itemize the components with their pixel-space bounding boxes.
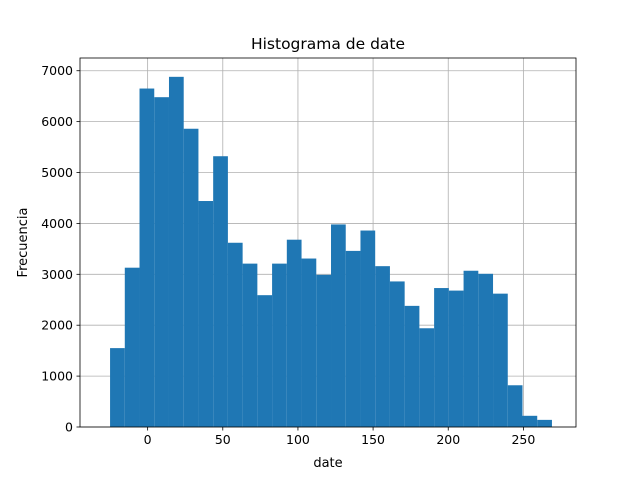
histogram-bar [493, 293, 508, 427]
histogram-bar [316, 274, 332, 427]
histogram-bar [419, 328, 435, 427]
x-tick-label: 0 [144, 432, 152, 447]
histogram-bar [375, 266, 390, 427]
histogram-bar [183, 128, 199, 427]
bars [110, 76, 552, 428]
y-tick-label: 3000 [41, 267, 73, 282]
histogram-bar [448, 290, 464, 427]
histogram-bar [154, 97, 169, 428]
histogram-bar [360, 230, 376, 427]
x-tick-label: 50 [215, 432, 231, 447]
histogram-bar [331, 224, 346, 427]
histogram-bar [242, 263, 258, 427]
histogram-bar [272, 263, 287, 427]
x-axis-title: date [313, 456, 342, 471]
y-tick-label: 7000 [41, 63, 73, 78]
histogram-bar [537, 419, 552, 427]
axes-frame [79, 57, 577, 428]
histogram-bar [286, 239, 302, 427]
histogram-bar [257, 295, 273, 427]
histogram-bar [124, 267, 140, 427]
y-tick-label: 0 [65, 420, 73, 435]
histogram-bar [463, 270, 479, 427]
y-tick-label: 6000 [41, 114, 73, 129]
x-tick-label: 100 [286, 432, 310, 447]
histogram-bar [434, 288, 449, 427]
histogram-bar [404, 305, 420, 427]
y-tick-label: 1000 [41, 369, 73, 384]
chart-title: Histograma de date [251, 35, 405, 53]
histogram-bar [345, 250, 361, 427]
histogram-bar [227, 242, 243, 427]
histogram-bar [389, 281, 405, 427]
histogram-bar [198, 201, 214, 427]
histogram-bar [522, 415, 538, 427]
histogram-bar [110, 348, 125, 427]
x-tick-label: 200 [436, 432, 460, 447]
histogram-bar [213, 156, 228, 427]
histogram-bar [139, 88, 155, 427]
ticks: 0 50 100 150 200 250 0 1000 2000 3000 4000 5000 6000… [41, 63, 535, 447]
y-tick-label: 5000 [41, 165, 73, 180]
histogram-bar [168, 76, 184, 427]
histogram-bar [507, 385, 523, 427]
y-tick-label: 2000 [41, 318, 73, 333]
y-axis-title: Frecuencia [16, 208, 31, 278]
histogram-bar [301, 258, 317, 427]
histogram-bar [478, 273, 494, 427]
x-tick-label: 250 [511, 432, 535, 447]
y-tick-label: 4000 [41, 216, 73, 231]
x-tick-label: 150 [361, 432, 385, 447]
